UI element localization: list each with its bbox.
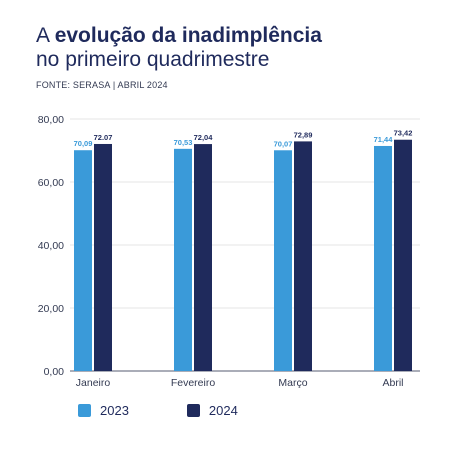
bar-2023-março (274, 150, 292, 371)
y-tick-label: 80,00 (38, 114, 64, 126)
x-tick-label: Março (278, 377, 307, 389)
x-tick-label: Janeiro (76, 377, 111, 389)
y-tick-label: 60,00 (38, 177, 64, 189)
bar-2023-abril (374, 145, 392, 371)
data-label-2024-janeiro: 72.07 (94, 133, 113, 142)
legend: 2023 2024 (78, 403, 296, 418)
data-label-2023-fevereiro: 70,53 (174, 138, 193, 147)
bar-2024-janeiro (94, 143, 112, 371)
data-label-2023-janeiro: 70,09 (74, 139, 93, 148)
data-label-2024-fevereiro: 72,04 (194, 133, 214, 142)
bar-2023-janeiro (74, 150, 92, 371)
legend-label-2024: 2024 (208, 403, 238, 418)
legend-swatch-2023 (78, 404, 91, 417)
x-tick-label: Abril (382, 377, 403, 389)
y-tick-label: 40,00 (38, 240, 64, 252)
data-label-2024-março: 72,89 (294, 130, 313, 139)
data-label-2023-abril: 71,44 (374, 135, 394, 144)
title-prefix: A (36, 24, 55, 47)
legend-label-2023: 2023 (100, 403, 129, 418)
data-label-2024-abril: 73,42 (394, 129, 413, 138)
chart-subtitle: no primeiro quadrimestre (36, 48, 270, 71)
x-tick-label: Fevereiro (171, 377, 216, 389)
bar-2023-fevereiro (174, 148, 192, 371)
title-bold: evolução da inadimplência (54, 24, 322, 47)
bar-2024-abril (394, 139, 412, 371)
bar-2024-março (294, 141, 312, 371)
data-label-2023-março: 70,07 (274, 139, 293, 148)
legend-item-2023: 2023 (78, 403, 129, 418)
y-tick-label: 20,00 (38, 303, 64, 315)
chart-title: A evolução da inadimplência (36, 24, 322, 47)
y-tick-label: 0,00 (44, 366, 65, 378)
legend-swatch-2024 (186, 404, 200, 417)
source-note: FONTE: SERASA | ABRIL 2024 (36, 80, 168, 90)
legend-item-2024: 2024 (186, 403, 238, 418)
bar-2024-fevereiro (194, 144, 212, 371)
